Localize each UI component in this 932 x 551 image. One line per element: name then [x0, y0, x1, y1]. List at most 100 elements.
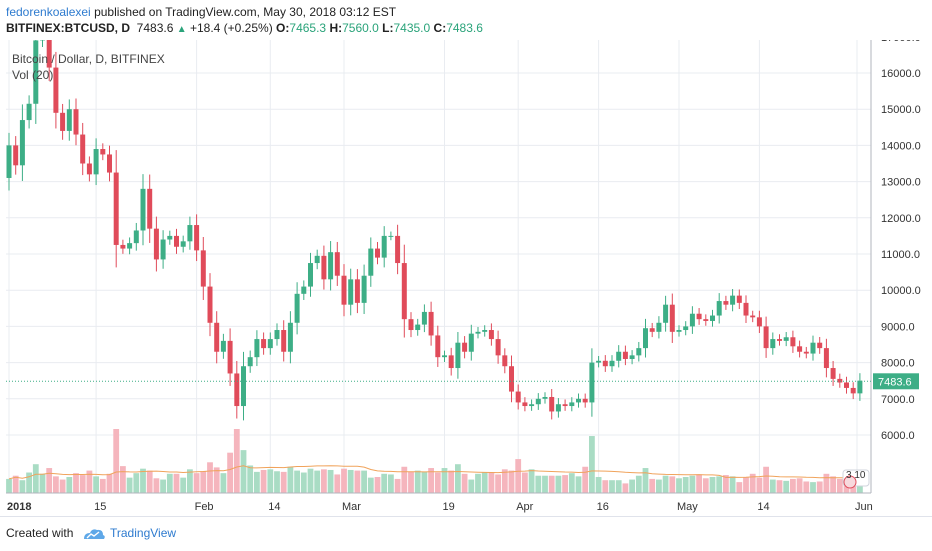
candle — [677, 325, 682, 336]
volume-bar — [214, 467, 220, 493]
candle — [362, 265, 367, 314]
volume-bar — [683, 477, 689, 493]
candle — [455, 332, 460, 379]
volume-bar — [502, 469, 508, 493]
volume-bar — [73, 473, 79, 493]
candle-body — [811, 343, 816, 354]
volume-bar — [616, 480, 622, 493]
last-price-marker: 7483.6 — [6, 373, 919, 389]
candle — [261, 332, 266, 354]
volume-bar — [489, 473, 495, 493]
candle-body — [596, 361, 601, 363]
candle — [342, 264, 347, 316]
candle — [670, 294, 675, 343]
candle — [395, 225, 400, 274]
candle-body — [355, 279, 360, 303]
candle-body — [482, 330, 487, 332]
volume-bar — [408, 472, 414, 493]
candle-body — [710, 316, 715, 321]
candle-body — [603, 361, 608, 366]
candle — [234, 361, 239, 419]
last-price-label: 7483.6 — [878, 376, 912, 388]
chart-title: Bitcoin / Dollar, D, BITFINEX — [12, 52, 165, 66]
volume-bar — [254, 472, 260, 493]
high-value: 7560.0 — [342, 21, 379, 35]
candle — [563, 399, 568, 410]
volume-bar — [770, 480, 776, 493]
candle-body — [650, 328, 655, 332]
tradingview-logo-icon[interactable] — [82, 527, 106, 541]
volume-bar — [261, 470, 267, 493]
candle — [811, 336, 816, 361]
candle-body — [569, 402, 574, 406]
symbol-label: BITFINEX:BTCUSD, D — [6, 21, 130, 35]
candle-body — [610, 361, 615, 366]
tradingview-link[interactable]: TradingView — [110, 526, 176, 540]
candle — [824, 339, 829, 378]
candle-body — [375, 249, 380, 258]
candle-body — [837, 379, 842, 383]
candle — [388, 232, 393, 241]
open-value: 7465.3 — [289, 21, 326, 35]
price-change: +18.4 (+0.25%) — [190, 21, 273, 35]
candle-body — [690, 314, 695, 327]
candle-body — [208, 287, 213, 323]
candle-body — [321, 256, 326, 280]
author-link[interactable]: fedorenkoalexei — [6, 5, 91, 19]
candle — [74, 99, 79, 146]
volume-bar — [388, 474, 394, 493]
candle-body — [737, 296, 742, 303]
candle-body — [141, 189, 146, 231]
volume-bar — [690, 476, 696, 493]
candle — [797, 341, 802, 358]
candle-body — [422, 312, 427, 325]
x-tick-label: 2018 — [7, 501, 31, 513]
candle — [757, 311, 762, 333]
candle — [650, 323, 655, 337]
volume-bar — [40, 474, 46, 493]
volume-bar — [355, 471, 361, 493]
candle — [422, 304, 427, 332]
volume-bar — [422, 472, 428, 493]
candle — [13, 136, 18, 175]
created-with-text: Created with — [6, 526, 73, 540]
candle — [382, 226, 387, 267]
volume-bar — [549, 476, 555, 493]
volume-bar — [221, 473, 227, 493]
volume-bar — [187, 469, 193, 493]
candle — [784, 332, 789, 346]
volume-bar — [435, 473, 441, 493]
candle — [20, 104, 25, 181]
candle-body — [221, 341, 226, 352]
candle-body — [241, 366, 246, 406]
candle-body — [275, 330, 280, 339]
candle-body — [127, 243, 132, 248]
volume-bar — [817, 481, 823, 493]
candle — [107, 146, 112, 182]
candle-body — [194, 225, 199, 250]
candle-body — [120, 245, 125, 249]
x-tick-label: Apr — [516, 501, 533, 513]
x-tick-label: May — [677, 501, 698, 513]
candle-body — [476, 332, 481, 334]
candle-body — [670, 305, 675, 332]
candle-body — [268, 339, 273, 348]
candle-body — [623, 352, 628, 359]
volume-bar — [509, 471, 515, 493]
candle — [335, 242, 340, 286]
candle-body — [20, 120, 25, 165]
candle — [368, 237, 373, 286]
candle — [723, 296, 728, 310]
candle-body — [502, 355, 507, 366]
volume-bar — [93, 476, 99, 493]
badge-label: 3 10 — [846, 470, 866, 481]
candle-body — [697, 314, 702, 319]
candle-body — [589, 363, 594, 403]
price-chart[interactable]: 6000.07000.08000.09000.010000.011000.012… — [0, 40, 932, 516]
candle — [737, 289, 742, 309]
volume-bar — [33, 464, 39, 493]
volume-bar — [576, 476, 582, 493]
events-badge[interactable]: 3 10 — [843, 470, 869, 488]
candle-body — [409, 319, 414, 330]
candle — [315, 250, 320, 270]
